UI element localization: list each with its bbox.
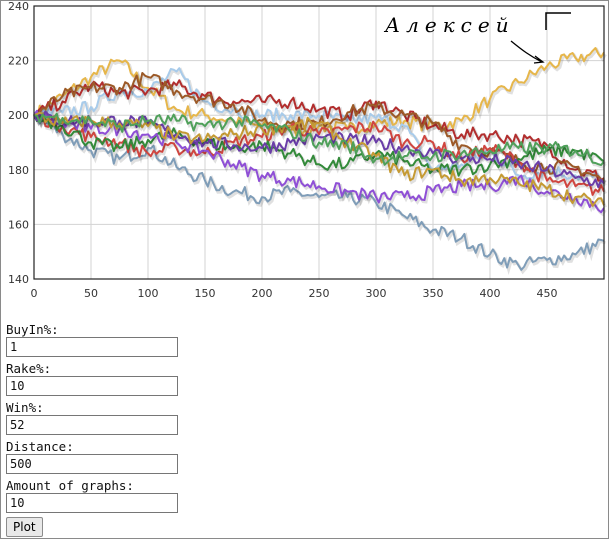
rake-input[interactable] xyxy=(6,376,178,396)
annotation-text: Алексей xyxy=(383,13,515,37)
y-tick-label: 160 xyxy=(8,218,29,231)
x-tick-label: 150 xyxy=(195,287,216,300)
win-input[interactable] xyxy=(6,415,178,435)
chart-tick-labels: 0 50 100 150 200 250 300 350 400 450 140 160 180 200 2… xyxy=(8,0,558,300)
y-tick-label: 220 xyxy=(8,55,29,68)
x-tick-label: 200 xyxy=(252,287,273,300)
parameters-form: BuyIn%: Rake%: Win%: Distance: Amount of… xyxy=(6,322,178,537)
plot-button[interactable]: Plot xyxy=(6,517,43,537)
x-tick-label: 100 xyxy=(138,287,159,300)
series-line-1 xyxy=(33,47,605,137)
line-chart: 0 50 100 150 200 250 300 350 400 450 140 160 180 200 2… xyxy=(8,0,607,300)
plot-area-border xyxy=(33,5,605,280)
graphs-label: Amount of graphs: xyxy=(6,478,134,493)
series-line-2 xyxy=(33,114,605,271)
series-line-11 xyxy=(33,112,605,166)
annotation-arrow xyxy=(510,40,545,64)
x-tick-label: 300 xyxy=(366,287,387,300)
series-line-7 xyxy=(33,113,605,177)
graphs-input[interactable] xyxy=(6,493,178,513)
y-tick-label: 240 xyxy=(8,0,29,13)
chart-series-group xyxy=(33,47,607,275)
rake-label: Rake%: xyxy=(6,361,52,376)
x-tick-label: 0 xyxy=(31,287,38,300)
win-label: Win%: xyxy=(6,400,44,415)
distance-label: Distance: xyxy=(6,439,74,454)
series-shadow xyxy=(34,112,607,182)
buyin-input[interactable] xyxy=(6,337,178,357)
x-tick-label: 450 xyxy=(537,287,558,300)
x-tick-label: 50 xyxy=(84,287,98,300)
y-tick-label: 180 xyxy=(8,164,29,177)
handwritten-annotation: Алексей xyxy=(383,12,571,64)
annotation-bracket xyxy=(545,12,571,30)
distance-input[interactable] xyxy=(6,454,178,474)
y-tick-label: 140 xyxy=(8,273,29,286)
x-tick-label: 400 xyxy=(480,287,501,300)
x-tick-label: 350 xyxy=(423,287,444,300)
series-line-4 xyxy=(33,79,605,182)
y-tick-label: 200 xyxy=(8,109,29,122)
chart-grid xyxy=(33,5,604,280)
x-tick-label: 250 xyxy=(309,287,330,300)
buyin-label: BuyIn%: xyxy=(6,322,59,337)
